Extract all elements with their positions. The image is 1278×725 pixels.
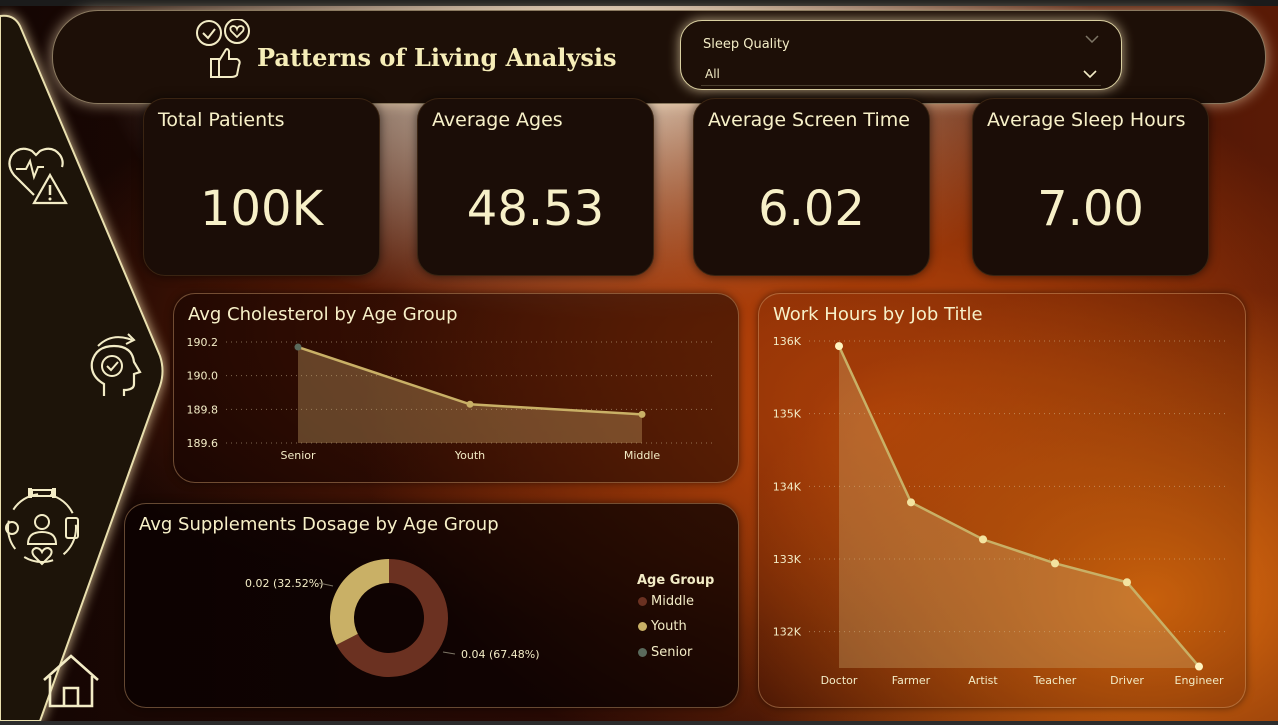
mind-check-icon[interactable] [80, 332, 158, 404]
heart-alert-icon[interactable] [6, 141, 70, 207]
series-line [837, 345, 1200, 668]
slicer-dropdown[interactable]: All [701, 61, 1101, 86]
x-tick-label: Youth [454, 449, 485, 462]
kpi-label: Average Screen Time [708, 109, 910, 131]
cholesterol-chart-panel: Avg Cholesterol by Age Group 190.2 190.0 1… [173, 293, 739, 483]
y-tick-label: 133K [773, 553, 802, 566]
y-tick-label: 132K [773, 626, 802, 639]
data-point[interactable] [1123, 578, 1131, 587]
likes-icon [196, 19, 250, 78]
x-tick-label: Senior [280, 449, 316, 462]
x-tick-label: Doctor [821, 674, 858, 687]
fitness-wellbeing-icon[interactable] [2, 486, 82, 570]
chart-title: Avg Cholesterol by Age Group [188, 304, 458, 325]
cholesterol-area-chart: 190.2 190.0 189.8 189.6 Senior Youth Middle [187, 336, 714, 462]
data-label: 0.04 (67.48%) [461, 648, 540, 661]
legend-item-middle[interactable]: Middle [638, 594, 694, 609]
data-point[interactable] [835, 342, 843, 351]
kpi-value: 6.02 [758, 181, 865, 237]
kpi-value: 48.53 [466, 181, 605, 237]
home-icon[interactable] [40, 652, 102, 710]
data-point[interactable] [1195, 662, 1203, 671]
y-tick-label: 190.2 [187, 336, 219, 349]
x-tick-label: Teacher [1033, 674, 1077, 687]
x-tick-label: Engineer [1175, 674, 1224, 687]
area-fill [298, 347, 642, 443]
kpi-card-total-patients: Total Patients 100K [143, 98, 380, 276]
legend-label: Middle [651, 594, 694, 609]
legend-label: Senior [651, 645, 693, 660]
supplements-donut-chart: 0.04 (67.48%) 0.02 (32.52%) [245, 559, 540, 677]
legend-dot [638, 622, 647, 631]
y-tick-label: 189.8 [187, 403, 219, 416]
leader-line [318, 582, 334, 587]
sleep-quality-slicer[interactable]: Sleep Quality All [680, 20, 1122, 90]
kpi-label: Average Ages [432, 109, 563, 131]
work-hours-area-chart: 136K 135K 134K 133K 132K Doctor Farmer Artist Te… [773, 335, 1229, 687]
data-point[interactable] [638, 410, 646, 418]
slicer-value: All [705, 67, 720, 81]
kpi-value: 100K [199, 181, 324, 237]
kpi-value: 7.00 [1037, 181, 1144, 237]
legend-dot [638, 648, 647, 657]
data-point[interactable] [907, 498, 915, 507]
kpi-card-average-sleep-hours: Average Sleep Hours 7.00 [972, 98, 1209, 276]
legend-dot [638, 597, 647, 606]
donut-slice[interactable] [330, 559, 389, 645]
supplements-chart-panel: Avg Supplements Dosage by Age Group 0.04… [124, 503, 739, 708]
kpi-card-average-ages: Average Ages 48.53 [417, 98, 654, 276]
legend-item-senior[interactable]: Senior [638, 645, 692, 660]
leader-line [442, 651, 456, 655]
legend-title: Age Group [637, 573, 715, 588]
y-tick-label: 134K [773, 480, 802, 493]
chart-title: Avg Supplements Dosage by Age Group [139, 514, 499, 535]
x-tick-label: Middle [624, 449, 661, 462]
data-point[interactable] [1051, 559, 1059, 568]
sidebar [0, 6, 170, 721]
area-fill [839, 346, 1199, 668]
donut-slice[interactable] [336, 559, 448, 677]
window-bottom-border [0, 721, 1278, 725]
y-tick-label: 189.6 [187, 437, 219, 450]
x-tick-label: Driver [1110, 674, 1144, 687]
y-tick-label: 190.0 [187, 370, 219, 383]
y-tick-label: 135K [773, 408, 802, 421]
kpi-card-average-screen-time: Average Screen Time 6.02 [693, 98, 930, 276]
work-hours-chart-panel: Work Hours by Job Title 136K 135K 134K 133K… [758, 293, 1246, 708]
kpi-label: Total Patients [158, 109, 285, 131]
data-label: 0.02 (32.52%) [245, 577, 324, 590]
data-point[interactable] [466, 400, 474, 408]
legend-label: Youth [651, 619, 687, 634]
x-tick-label: Farmer [892, 674, 931, 687]
window-top-border [0, 0, 1278, 6]
legend-item-youth[interactable]: Youth [638, 619, 687, 634]
page-title: Patterns of Living Analysis [257, 43, 617, 72]
data-point[interactable] [294, 343, 302, 351]
x-tick-label: Artist [968, 674, 998, 687]
chart-title: Work Hours by Job Title [773, 304, 983, 325]
kpi-label: Average Sleep Hours [987, 109, 1186, 131]
chevron-down-icon[interactable] [1085, 35, 1099, 43]
slicer-label: Sleep Quality [703, 37, 790, 52]
dropdown-chevron-icon[interactable] [1083, 67, 1097, 81]
y-tick-label: 136K [773, 335, 802, 348]
data-point[interactable] [979, 535, 987, 544]
